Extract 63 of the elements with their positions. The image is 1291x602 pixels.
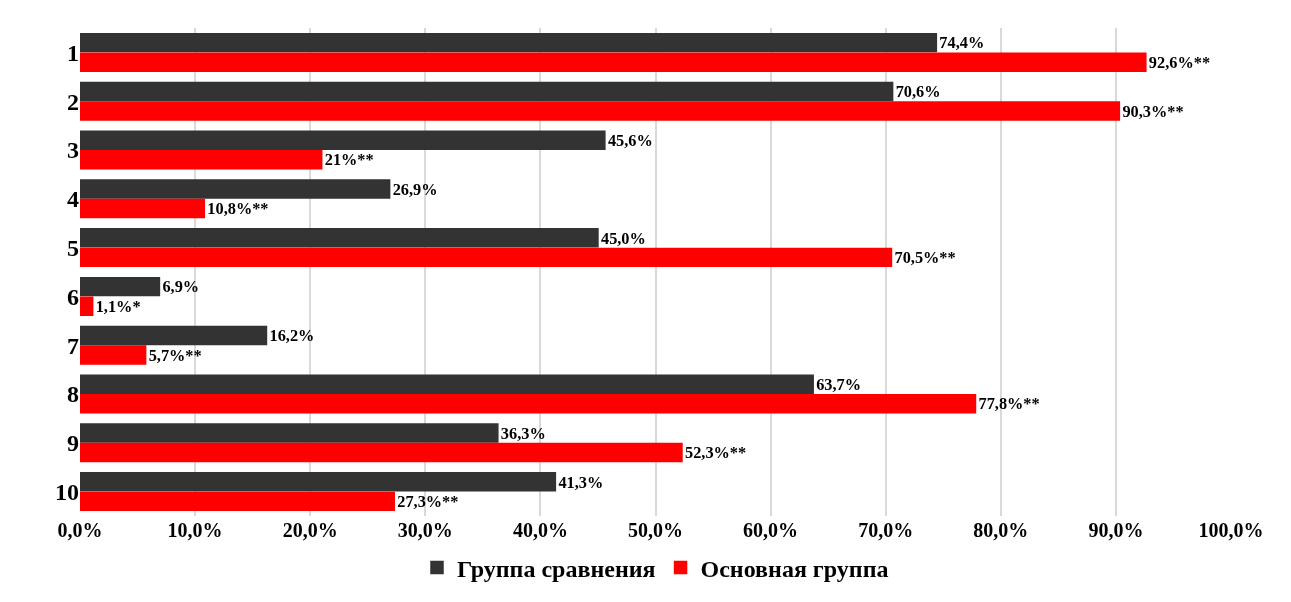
bar [80, 472, 557, 492]
data-label: 1,1%* [95, 296, 141, 316]
data-label: 45,6% [607, 130, 653, 150]
x-tick-label: 20,0% [282, 519, 338, 541]
y-tick-label: 8 [67, 381, 79, 408]
x-tick-label: 90,0% [1088, 519, 1144, 541]
data-label: 74,4% [939, 33, 985, 53]
data-label: 77,8%** [978, 394, 1040, 414]
bar [80, 228, 599, 248]
data-label: 52,3%** [685, 443, 747, 463]
bar [80, 150, 323, 170]
data-label: 92,6%** [1148, 52, 1211, 72]
bar [80, 101, 1121, 121]
y-tick-label: 6 [67, 283, 79, 310]
bar [80, 296, 94, 316]
x-tick-label: 70,0% [858, 519, 914, 541]
bar [80, 130, 606, 150]
y-tick-label: 3 [67, 137, 79, 164]
bar [80, 394, 977, 414]
data-label: 70,5%** [894, 248, 956, 268]
data-label: 10,8%** [207, 199, 269, 219]
data-label: 26,9% [392, 179, 438, 199]
data-label: 90,3%** [1122, 101, 1184, 121]
bar [80, 345, 147, 365]
y-tick-label: 1 [67, 39, 79, 66]
y-tick-label: 5 [67, 235, 79, 261]
y-tick-label: 2 [67, 88, 79, 115]
x-tick-label: 0,0% [57, 519, 103, 541]
x-tick-label: 80,0% [973, 519, 1029, 541]
bar [80, 491, 395, 512]
bar [80, 81, 894, 102]
data-label: 63,7% [816, 374, 862, 394]
bar [80, 325, 268, 346]
y-tick-label: 7 [67, 332, 79, 359]
data-label: 27,3%** [397, 492, 459, 512]
bar [80, 32, 938, 53]
bar [80, 247, 893, 268]
data-label: 21%** [324, 150, 374, 170]
x-tick-label: 100,0% [1198, 519, 1264, 541]
y-tick-label: 4 [67, 186, 79, 213]
legend-label: Группа сравнения [457, 555, 656, 582]
bar [80, 374, 814, 394]
bar [80, 442, 683, 463]
bar [80, 423, 499, 443]
y-tick-label: 9 [67, 430, 79, 457]
bar [80, 198, 206, 219]
bar [80, 276, 161, 297]
data-label: 70,6% [895, 82, 941, 102]
x-tick-label: 30,0% [397, 519, 453, 541]
data-label: 41,3% [558, 472, 604, 492]
data-label: 16,2% [269, 326, 315, 346]
y-tick-label: 10 [55, 479, 79, 505]
bar [80, 179, 391, 199]
data-label: 45,0% [600, 228, 646, 248]
data-label: 5,7%** [148, 345, 202, 365]
legend-label: Основная группа [700, 555, 889, 582]
x-tick-label: 60,0% [743, 519, 799, 541]
bar [80, 52, 1147, 72]
data-label: 36,3% [500, 423, 546, 443]
x-tick-label: 40,0% [512, 519, 568, 541]
data-label: 6,9% [162, 277, 200, 297]
x-tick-label: 10,0% [167, 519, 223, 541]
x-tick-label: 50,0% [628, 519, 683, 541]
